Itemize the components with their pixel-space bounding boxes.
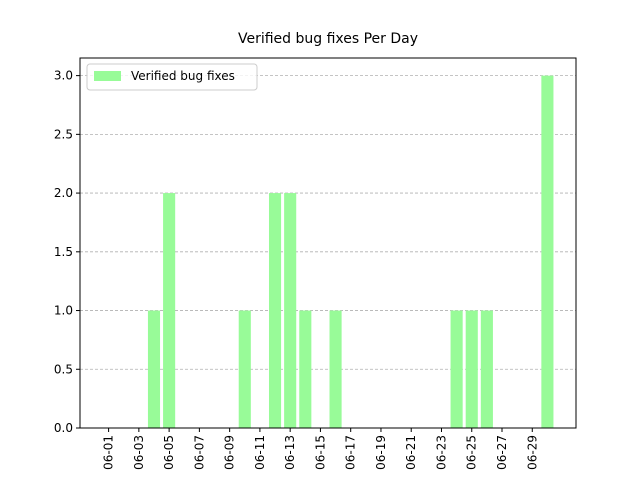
x-tick-label: 06-23 xyxy=(434,435,448,470)
x-tick-label: 06-11 xyxy=(253,435,267,470)
bar xyxy=(163,193,176,428)
x-tick-label: 06-25 xyxy=(465,435,479,470)
bar xyxy=(465,310,478,428)
legend: Verified bug fixes xyxy=(86,63,258,91)
y-tick-label: 1.0 xyxy=(54,304,73,318)
bar xyxy=(450,310,463,428)
y-tick-label: 2.0 xyxy=(54,186,73,200)
bar xyxy=(268,193,282,428)
x-tick-label: 06-13 xyxy=(283,435,297,470)
y-tick-label: 1.5 xyxy=(54,245,73,259)
y-tick-label: 3.0 xyxy=(54,69,73,83)
x-tick-label: 06-17 xyxy=(344,435,358,470)
bar xyxy=(329,310,342,428)
bar xyxy=(147,310,161,428)
plot-frame xyxy=(79,57,577,429)
bar xyxy=(284,193,297,428)
x-tick-label: 06-07 xyxy=(192,435,206,470)
y-tick-label: 2.5 xyxy=(54,127,73,141)
x-tick-label: 06-03 xyxy=(132,435,146,470)
x-tick-label: 06-27 xyxy=(495,435,509,470)
legend-frame xyxy=(86,63,258,91)
x-tick-label: 06-21 xyxy=(404,435,418,470)
x-tick-label: 06-05 xyxy=(162,435,176,470)
x-tick-label: 06-09 xyxy=(223,435,237,470)
y-tick-label: 0.5 xyxy=(54,362,73,376)
y-tick-label: 0.0 xyxy=(54,421,73,435)
chart-title: Verified bug fixes Per Day xyxy=(238,31,418,47)
x-tick-label: 06-19 xyxy=(374,435,388,470)
legend-label: Verified bug fixes xyxy=(131,69,235,83)
bar xyxy=(299,310,312,428)
legend-swatch xyxy=(94,71,121,81)
x-tick-label: 06-15 xyxy=(313,435,327,470)
x-tick-label: 06-01 xyxy=(102,435,116,470)
bar xyxy=(238,310,251,428)
bar xyxy=(480,310,493,428)
x-tick-label: 06-29 xyxy=(525,435,539,470)
bar xyxy=(541,75,554,428)
